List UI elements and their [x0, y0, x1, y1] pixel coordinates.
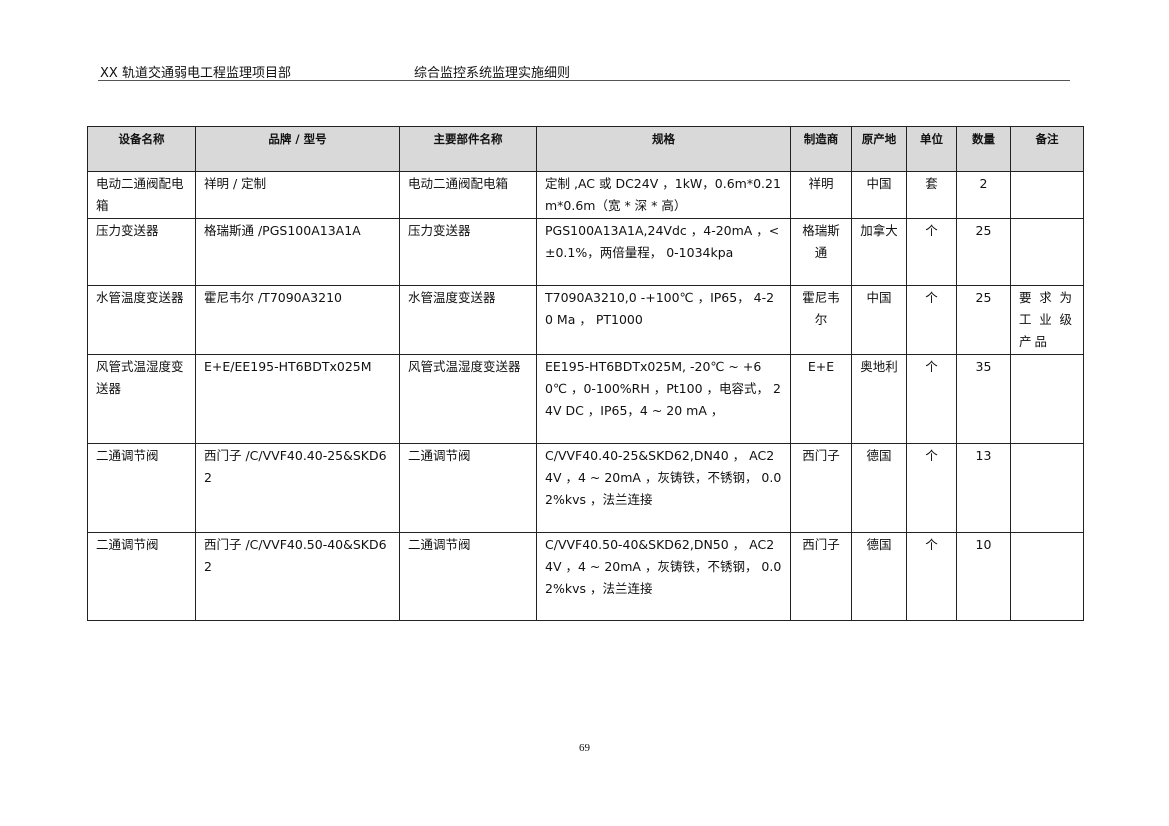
- column-header: 数量: [956, 126, 1011, 172]
- table-cell: 35: [956, 354, 1011, 444]
- equipment-table: 设备名称 品牌 / 型号 主要部件名称 规格 制造商 原产地 单位 数量 备注 电动二通阀配电箱…: [87, 126, 1084, 621]
- column-header: 原产地: [851, 126, 907, 172]
- table-cell: 个: [906, 532, 957, 621]
- table-cell: 10: [956, 532, 1011, 621]
- table-row: 二通调节阀 西门子 /C/VVF40.40-25&SKD62 二通调节阀 C/VVF4…: [87, 443, 1084, 533]
- table-cell: 西门子 /C/VVF40.50-40&SKD62: [195, 532, 400, 621]
- table-cell: 25: [956, 285, 1011, 355]
- column-header: 主要部件名称: [399, 126, 537, 172]
- table-cell: 中国: [851, 285, 907, 355]
- table-row: 风管式温湿度变送器 E+E/EE195-HT6BDTx025M 风管式温湿度变送器 E…: [87, 354, 1084, 444]
- table-cell: 二通调节阀: [87, 532, 196, 621]
- table-cell: [1010, 532, 1084, 621]
- table-cell: 个: [906, 443, 957, 533]
- table-cell: 德国: [851, 443, 907, 533]
- page-number: 69: [579, 742, 590, 754]
- table-cell: 2: [956, 171, 1011, 219]
- column-header: 规格: [536, 126, 791, 172]
- table-cell: 格瑞斯通: [790, 218, 852, 286]
- column-header: 制造商: [790, 126, 852, 172]
- table-cell: C/VVF40.40-25&SKD62,DN40 ， AC24V ，4 ~ 20…: [536, 443, 791, 533]
- table-row: 压力变送器 格瑞斯通 /PGS100A13A1A 压力变送器 PGS100A13A1A…: [87, 218, 1084, 286]
- table-cell: 加拿大: [851, 218, 907, 286]
- table-cell: 13: [956, 443, 1011, 533]
- table-cell: [1010, 171, 1084, 219]
- table-cell: 格瑞斯通 /PGS100A13A1A: [195, 218, 400, 286]
- header-left: XX 轨道交通弱电工程监理项目部: [100, 66, 291, 81]
- table-cell: E+E/EE195-HT6BDTx025M: [195, 354, 400, 444]
- table-cell: 祥明 / 定制: [195, 171, 400, 219]
- header-rule: [98, 80, 1070, 81]
- table-cell: T7090A3210,0 -+100℃ ，IP65， 4-20 Ma ， PT1…: [536, 285, 791, 355]
- column-header: 单位: [906, 126, 957, 172]
- table-cell: 套: [906, 171, 957, 219]
- table-cell: 电动二通阀配电箱: [399, 171, 537, 219]
- table-cell: 二通调节阀: [399, 443, 537, 533]
- table-cell: 西门子: [790, 443, 852, 533]
- table-row: 水管温度变送器 霍尼韦尔 /T7090A3210 水管温度变送器 T7090A3210…: [87, 285, 1084, 355]
- table-cell: EE195-HT6BDTx025M, -20℃ ~ +60℃ ，0-100%RH…: [536, 354, 791, 444]
- column-header: 设备名称: [87, 126, 196, 172]
- table-cell: C/VVF40.50-40&SKD62,DN50 ， AC24V ，4 ~ 20…: [536, 532, 791, 621]
- table-cell: 二通调节阀: [399, 532, 537, 621]
- table-cell: 风管式温湿度变送器: [399, 354, 537, 444]
- table-cell: 个: [906, 218, 957, 286]
- table-cell: 西门子: [790, 532, 852, 621]
- table-cell: PGS100A13A1A,24Vdc ，4-20mA ，< ±0.1%，两倍量程…: [536, 218, 791, 286]
- table-cell: 霍尼韦尔 /T7090A3210: [195, 285, 400, 355]
- table-cell: 25: [956, 218, 1011, 286]
- table-cell: 个: [906, 354, 957, 444]
- table-cell: 二通调节阀: [87, 443, 196, 533]
- table-cell: 要求为工业级产品: [1010, 285, 1084, 355]
- table-cell: 德国: [851, 532, 907, 621]
- table-cell: 电动二通阀配电箱: [87, 171, 196, 219]
- table-row: 电动二通阀配电箱 祥明 / 定制 电动二通阀配电箱 定制 ,AC 或 DC24V ，1…: [87, 171, 1084, 219]
- table-cell: [1010, 443, 1084, 533]
- table-cell: 水管温度变送器: [87, 285, 196, 355]
- table-cell: 风管式温湿度变送器: [87, 354, 196, 444]
- table-cell: 压力变送器: [87, 218, 196, 286]
- table-row: 二通调节阀 西门子 /C/VVF40.50-40&SKD62 二通调节阀 C/VVF4…: [87, 532, 1084, 621]
- table-cell: 中国: [851, 171, 907, 219]
- table-cell: 西门子 /C/VVF40.40-25&SKD62: [195, 443, 400, 533]
- table-cell: [1010, 354, 1084, 444]
- header-center: 综合监控系统监理实施细则: [414, 66, 571, 81]
- table-cell: 奥地利: [851, 354, 907, 444]
- table-cell: 个: [906, 285, 957, 355]
- table-cell: 压力变送器: [399, 218, 537, 286]
- column-header: 品牌 / 型号: [195, 126, 400, 172]
- table-cell: [1010, 218, 1084, 286]
- table-cell: 祥明: [790, 171, 852, 219]
- table-cell: 水管温度变送器: [399, 285, 537, 355]
- table-cell: E+E: [790, 354, 852, 444]
- column-header: 备注: [1010, 126, 1084, 172]
- table-cell: 定制 ,AC 或 DC24V ，1kW，0.6m*0.21m*0.6m（宽 * …: [536, 171, 791, 219]
- table-cell: 霍尼韦尔: [790, 285, 852, 355]
